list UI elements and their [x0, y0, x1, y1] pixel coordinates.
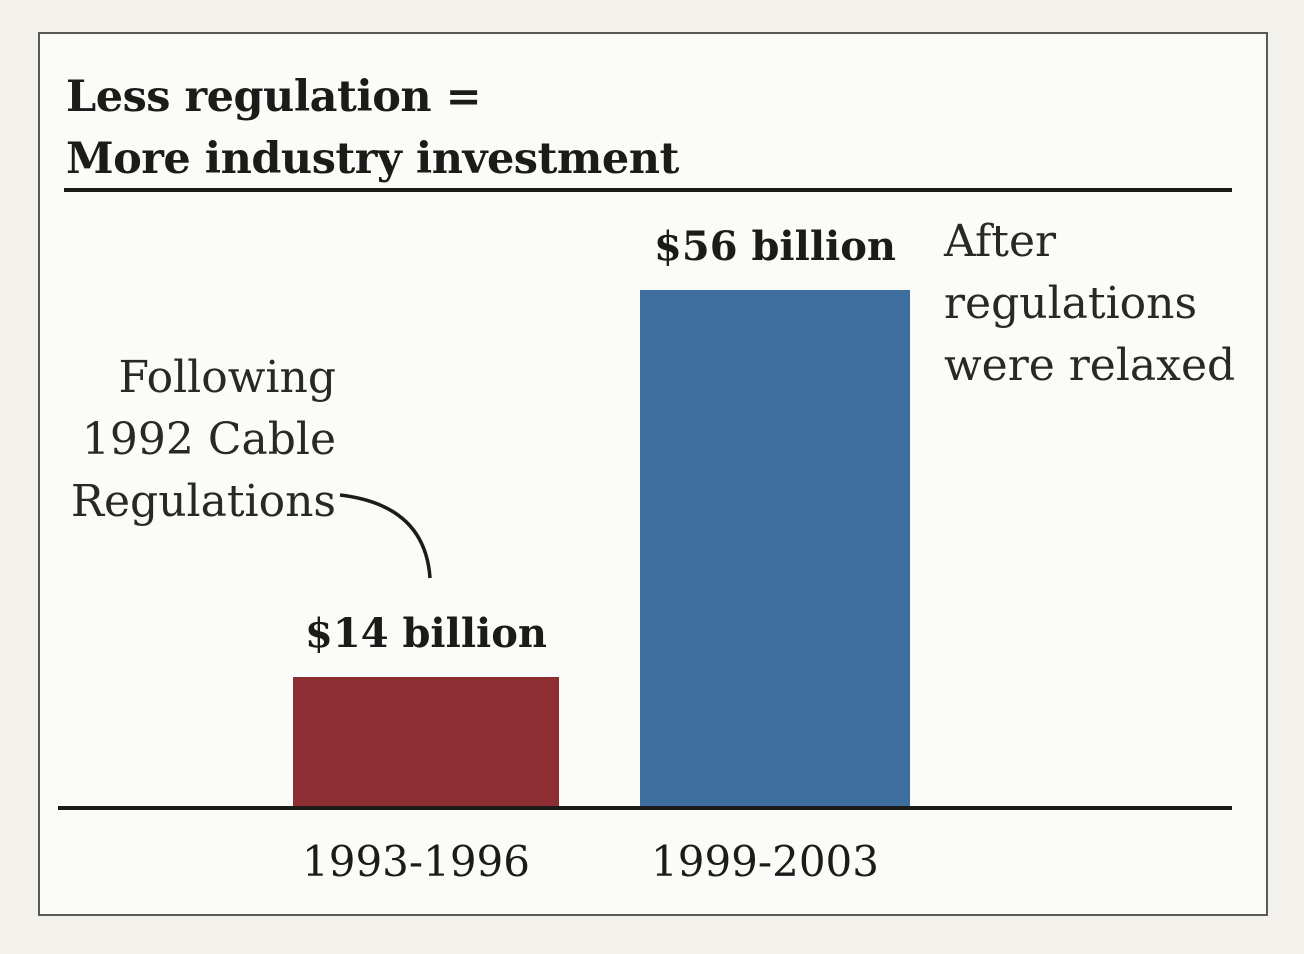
x-tick-label: 1999-2003: [651, 837, 879, 886]
bar-value-label: $56 billion: [654, 223, 896, 270]
annotation-right-line: were relaxed: [944, 340, 1235, 391]
annotation-pointer-left: [339, 493, 432, 579]
annotation-left-line: Regulations: [71, 476, 336, 527]
annotation-right-line: regulations: [944, 278, 1197, 329]
bar-1993-1996: [293, 677, 559, 806]
chart-title-line-1: Less regulation =: [66, 72, 482, 122]
chart-title-line-2: More industry investment: [66, 134, 679, 184]
annotation-right-line: After: [943, 216, 1057, 267]
bar-1999-2003: [640, 290, 910, 806]
x-tick-label: 1993-1996: [302, 837, 530, 886]
annotation-left-line: 1992 Cable: [82, 414, 336, 465]
bar-value-label: $14 billion: [305, 610, 547, 657]
chart-title: Less regulation = More industry investme…: [66, 66, 679, 190]
annotation-left-line: Following: [119, 352, 337, 403]
